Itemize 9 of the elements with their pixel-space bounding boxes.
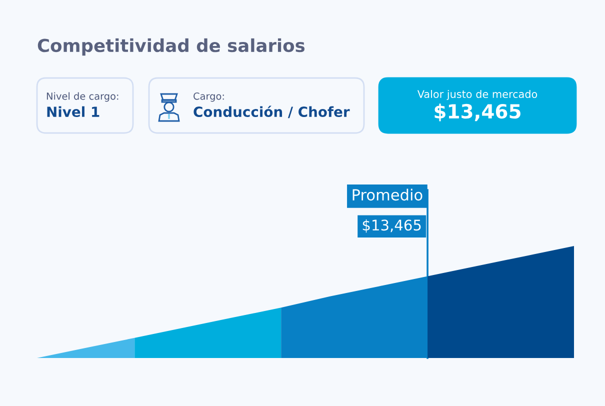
text: Promedio: [352, 188, 422, 201]
text: Nivel de cargo:: [46, 92, 118, 102]
text: Valor justo de mercado: [417, 90, 538, 100]
chart-title: Competitividad de salarios: [38, 38, 305, 56]
text: $13,465: [434, 104, 520, 122]
text: Conducción / Chofer: [194, 106, 350, 118]
text: Nivel 1: [47, 106, 100, 118]
text: $13,465: [362, 219, 421, 233]
text: Cargo:: [194, 92, 224, 102]
